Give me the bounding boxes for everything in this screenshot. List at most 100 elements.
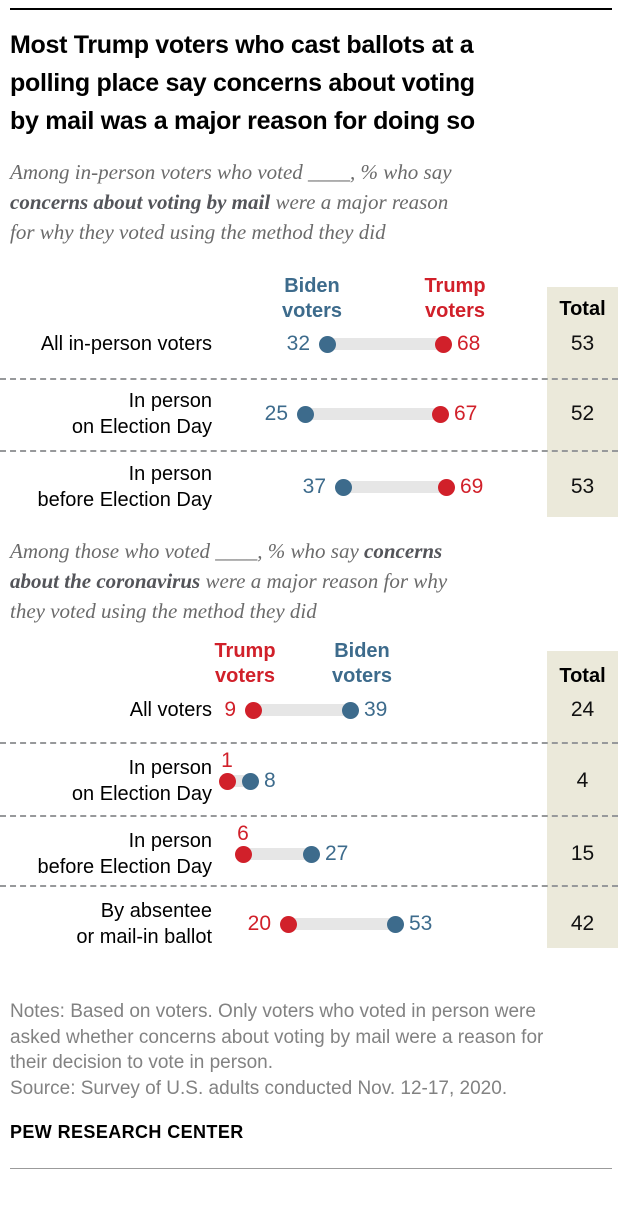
row-label-line-1: All in-person voters — [40, 333, 212, 355]
separator-dashed — [0, 885, 618, 887]
notes-block: Notes: Based on voters. Only voters who … — [10, 999, 555, 1101]
row-label: In person on Election Day — [0, 388, 212, 440]
dumbbell-connector — [243, 848, 311, 860]
title-line-2: polling place say concerns about voting — [10, 69, 475, 97]
dumbbell-connector — [305, 408, 440, 420]
row-label: All in-person voters — [0, 331, 212, 357]
row-label-line-1: All voters — [129, 699, 212, 721]
dot-biden — [335, 479, 352, 496]
subtitle-line-3: they voted using the method they did — [10, 596, 612, 626]
subtitle-segment: for why they voted using the method they… — [10, 220, 386, 244]
dot-trump — [219, 773, 236, 790]
subtitle-segment: Among in-person voters who voted ____, %… — [10, 160, 452, 184]
column-header-line-2: voters — [424, 300, 486, 322]
subtitle-line-2: about the coronavirus were a major reaso… — [10, 566, 612, 596]
total-column-header: Total — [559, 665, 606, 687]
value-biden: 37 — [302, 475, 326, 498]
dot-trump — [432, 406, 449, 423]
total-column-background — [547, 287, 618, 517]
column-header-biden: Biden voters — [252, 274, 372, 324]
value-trump: 68 — [457, 332, 481, 355]
dumbbell-chart-voting-by-mail: Total Biden voters Trump voters All in-person… — [0, 269, 622, 519]
row-label-line-1: In person — [128, 463, 212, 485]
title-line-1: Most Trump voters who cast ballots at a — [10, 31, 474, 59]
value-biden: 8 — [264, 769, 276, 792]
total-value: 53 — [570, 475, 595, 498]
dot-biden — [303, 846, 320, 863]
value-trump: 67 — [454, 402, 478, 425]
row-label-line-1: In person — [128, 757, 212, 779]
subtitle-bold-segment: concerns — [364, 539, 443, 563]
column-header-trump: Trump voters — [395, 274, 515, 324]
subtitle-segment: Among those who voted ____, % who say — [10, 539, 365, 563]
dot-trump — [435, 336, 452, 353]
row-label-line-2: before Election Day — [37, 489, 212, 511]
subtitle-line-3: for why they voted using the method they… — [10, 217, 612, 247]
column-header-line-2: voters — [281, 300, 343, 322]
separator-dashed — [0, 742, 618, 744]
column-header-line-2: voters — [331, 665, 393, 687]
subtitle-voting-by-mail: Among in-person voters who voted ____, %… — [10, 157, 612, 247]
page-title: Most Trump voters who cast ballots at a p… — [10, 26, 612, 140]
row-label: All voters — [0, 697, 212, 723]
dumbbell-chart-coronavirus: Total Trump voters Biden voters All voters 9 39… — [0, 628, 622, 958]
dot-biden — [342, 702, 359, 719]
bottom-rule — [10, 1168, 612, 1169]
row-label-line-2: before Election Day — [37, 856, 212, 878]
row-label-line-2: on Election Day — [71, 416, 212, 438]
separator-dashed — [0, 378, 618, 380]
row-label-line-1: By absentee — [100, 900, 212, 922]
total-value: 42 — [570, 912, 595, 935]
column-header-line-1: Trump — [214, 640, 276, 662]
value-biden: 32 — [286, 332, 310, 355]
dot-trump — [438, 479, 455, 496]
row-label-line-2: or mail-in ballot — [76, 926, 212, 948]
total-value: 24 — [570, 698, 595, 721]
dumbbell-connector — [327, 338, 443, 350]
separator-dashed — [0, 815, 618, 817]
subtitle-coronavirus: Among those who voted ____, % who say co… — [10, 536, 612, 626]
row-label-line-1: In person — [128, 830, 212, 852]
row-label: By absentee or mail-in ballot — [0, 898, 212, 950]
separator-dashed — [0, 450, 618, 452]
value-trump: 69 — [460, 475, 484, 498]
subtitle-line-2: concerns about voting by mail were a maj… — [10, 187, 612, 217]
dot-biden — [242, 773, 259, 790]
dot-biden — [387, 916, 404, 933]
column-header-line-1: Trump — [424, 275, 486, 297]
dot-biden — [297, 406, 314, 423]
dot-trump — [235, 846, 252, 863]
brand-pew-research-center: PEW RESEARCH CENTER — [10, 1122, 244, 1142]
subtitle-segment: were a major reason for why — [200, 569, 448, 593]
column-header-line-1: Biden — [334, 640, 390, 662]
row-label-line-1: In person — [128, 390, 212, 412]
subtitle-bold-segment: about the coronavirus — [10, 569, 201, 593]
value-trump: 9 — [224, 698, 236, 721]
total-value: 4 — [576, 769, 589, 792]
title-line-3: by mail was a major reason for doing so — [10, 107, 475, 135]
dumbbell-connector — [343, 481, 446, 493]
notes-text: Notes: Based on voters. Only voters who … — [10, 1001, 544, 1073]
total-column-background — [547, 651, 618, 948]
row-label: In person before Election Day — [0, 461, 212, 513]
dumbbell-connector — [288, 918, 395, 930]
dot-trump — [245, 702, 262, 719]
value-biden: 27 — [325, 842, 349, 865]
subtitle-segment: were a major reason — [270, 190, 449, 214]
value-trump: 20 — [247, 912, 271, 935]
column-header-biden: Biden voters — [302, 639, 422, 689]
subtitle-segment: they voted using the method they did — [10, 599, 317, 623]
total-value: 52 — [570, 402, 595, 425]
value-biden: 53 — [409, 912, 433, 935]
column-header-line-1: Biden — [284, 275, 340, 297]
dot-trump — [280, 916, 297, 933]
value-biden: 25 — [264, 402, 288, 425]
subtitle-line-1: Among in-person voters who voted ____, %… — [10, 157, 612, 187]
total-value: 15 — [570, 842, 595, 865]
row-label: In person on Election Day — [0, 755, 212, 807]
dumbbell-connector — [253, 704, 350, 716]
subtitle-bold-segment: concerns about voting by mail — [10, 190, 271, 214]
value-biden: 39 — [364, 698, 388, 721]
value-trump: 6 — [237, 822, 249, 845]
